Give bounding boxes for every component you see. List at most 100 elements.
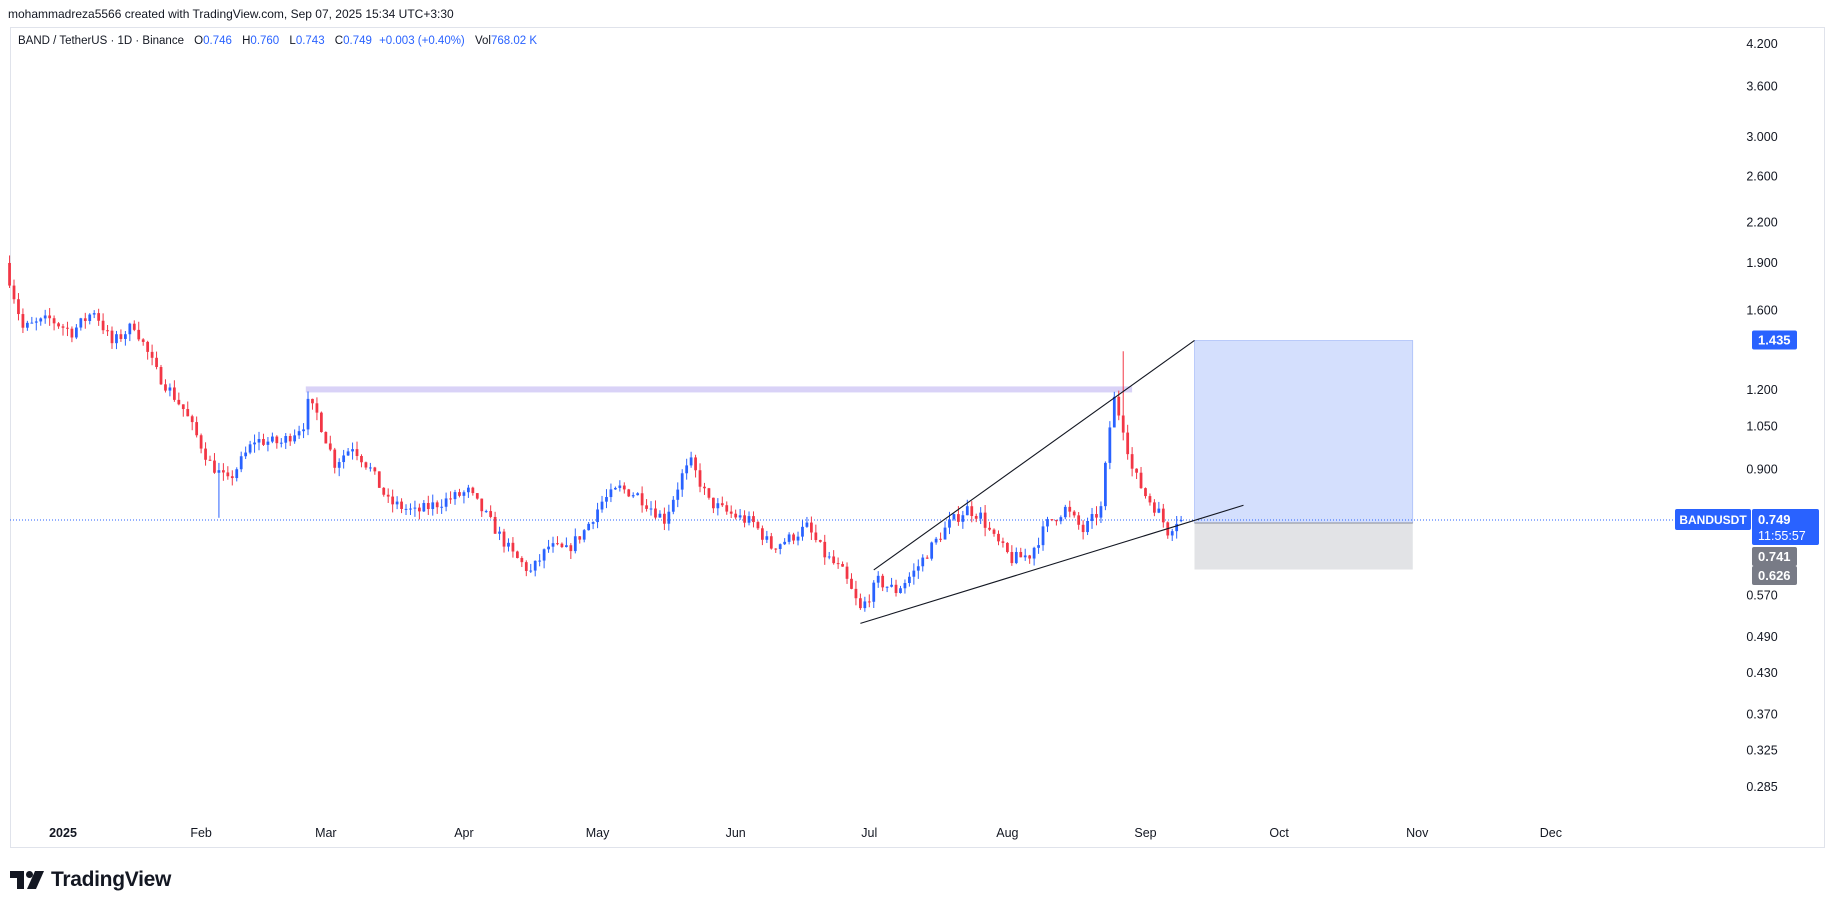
y-tick-label: 0.370 bbox=[1746, 708, 1777, 722]
candle-body bbox=[948, 519, 951, 528]
candle-body bbox=[1161, 508, 1165, 523]
candle-body bbox=[573, 536, 577, 552]
candle-body bbox=[827, 556, 831, 558]
candle-body bbox=[1099, 506, 1103, 518]
candle-body bbox=[297, 431, 301, 436]
candle-body bbox=[368, 467, 372, 469]
candle bbox=[524, 560, 528, 577]
candle bbox=[614, 486, 617, 490]
candle bbox=[39, 317, 43, 326]
candle bbox=[622, 482, 626, 494]
candle-body bbox=[1104, 462, 1107, 507]
candle-body bbox=[729, 511, 733, 514]
candle-body bbox=[489, 511, 493, 517]
candle bbox=[48, 308, 52, 326]
legend-volume: 768.02 K bbox=[490, 35, 538, 47]
tradingview-brand: TradingView bbox=[51, 868, 172, 891]
candle bbox=[244, 446, 248, 460]
x-tick-label: Jul bbox=[861, 826, 877, 840]
candle-body bbox=[538, 560, 542, 562]
candle-body bbox=[1077, 515, 1081, 525]
candle bbox=[92, 310, 96, 319]
candle bbox=[743, 510, 746, 528]
candle bbox=[444, 492, 448, 512]
candle-body bbox=[355, 449, 359, 456]
candle-body bbox=[943, 527, 947, 540]
candle bbox=[21, 308, 25, 334]
entry-price-tag bbox=[1752, 546, 1797, 566]
candle bbox=[88, 313, 92, 325]
candle bbox=[997, 530, 1000, 546]
candle-body bbox=[792, 534, 795, 541]
tradingview-logo[interactable]: TradingView bbox=[10, 868, 171, 892]
candle-body bbox=[925, 557, 929, 559]
candle-body bbox=[462, 492, 466, 496]
candle-body bbox=[698, 470, 702, 487]
candle-body bbox=[195, 422, 199, 436]
symbol-label: BANDUSDT bbox=[1679, 513, 1747, 527]
candle-body bbox=[738, 515, 742, 518]
candle bbox=[168, 383, 172, 397]
x-tick-label: Nov bbox=[1406, 826, 1429, 840]
candle bbox=[262, 433, 265, 446]
ohlc-legend: BAND / TetherUS · 1D · Binance O0.746 H0… bbox=[18, 35, 537, 47]
legend-low-label: L bbox=[289, 35, 296, 47]
candle bbox=[190, 414, 194, 431]
candle bbox=[1108, 421, 1112, 470]
candle-body bbox=[961, 515, 965, 522]
candle bbox=[823, 534, 827, 565]
legend-vol-label: Vol bbox=[474, 35, 491, 47]
candle-body bbox=[529, 570, 533, 572]
candle bbox=[230, 470, 234, 486]
candle bbox=[467, 484, 470, 498]
candle bbox=[850, 573, 853, 590]
candle bbox=[204, 442, 207, 466]
candle-body bbox=[734, 513, 738, 518]
candle bbox=[694, 454, 697, 478]
legend-symbol[interactable]: BAND / TetherUS · 1D · Binance bbox=[18, 35, 184, 47]
candle bbox=[845, 562, 849, 584]
candle-body bbox=[1090, 514, 1094, 522]
candle-body bbox=[453, 492, 457, 500]
candle-body bbox=[1157, 508, 1161, 513]
candle-body bbox=[934, 538, 938, 543]
candle-body bbox=[667, 511, 671, 524]
candle bbox=[1166, 521, 1170, 539]
candle-body bbox=[351, 449, 354, 452]
candle bbox=[1157, 501, 1161, 514]
candle bbox=[551, 536, 555, 553]
candle bbox=[431, 494, 435, 516]
y-tick-label: 0.430 bbox=[1746, 666, 1777, 680]
candle-body bbox=[596, 509, 599, 523]
candle-body bbox=[551, 543, 555, 547]
candle bbox=[239, 451, 243, 473]
target-price-tag bbox=[1752, 330, 1797, 350]
x-tick-label: Mar bbox=[315, 826, 337, 840]
candle bbox=[703, 482, 706, 495]
candle bbox=[729, 505, 733, 519]
candle-body bbox=[92, 313, 96, 315]
candle bbox=[1170, 528, 1174, 542]
candle bbox=[801, 520, 804, 541]
candle bbox=[137, 321, 141, 342]
candle-body bbox=[582, 530, 586, 540]
candle-body bbox=[79, 318, 83, 328]
candle bbox=[342, 449, 346, 469]
candle-body bbox=[916, 566, 920, 571]
candle bbox=[346, 447, 350, 456]
candle bbox=[453, 489, 457, 505]
candle-body bbox=[66, 327, 69, 329]
candle-body bbox=[778, 544, 782, 549]
y-tick-label: 0.285 bbox=[1746, 780, 1777, 794]
candle bbox=[529, 563, 533, 573]
candle bbox=[867, 594, 871, 608]
candle-body bbox=[204, 448, 207, 460]
candle bbox=[943, 521, 947, 540]
candle bbox=[1050, 519, 1054, 522]
candle-body bbox=[1153, 502, 1156, 513]
candle-body bbox=[279, 442, 283, 444]
candle bbox=[199, 433, 203, 454]
candle bbox=[1046, 516, 1049, 533]
candle-body bbox=[1170, 531, 1174, 536]
